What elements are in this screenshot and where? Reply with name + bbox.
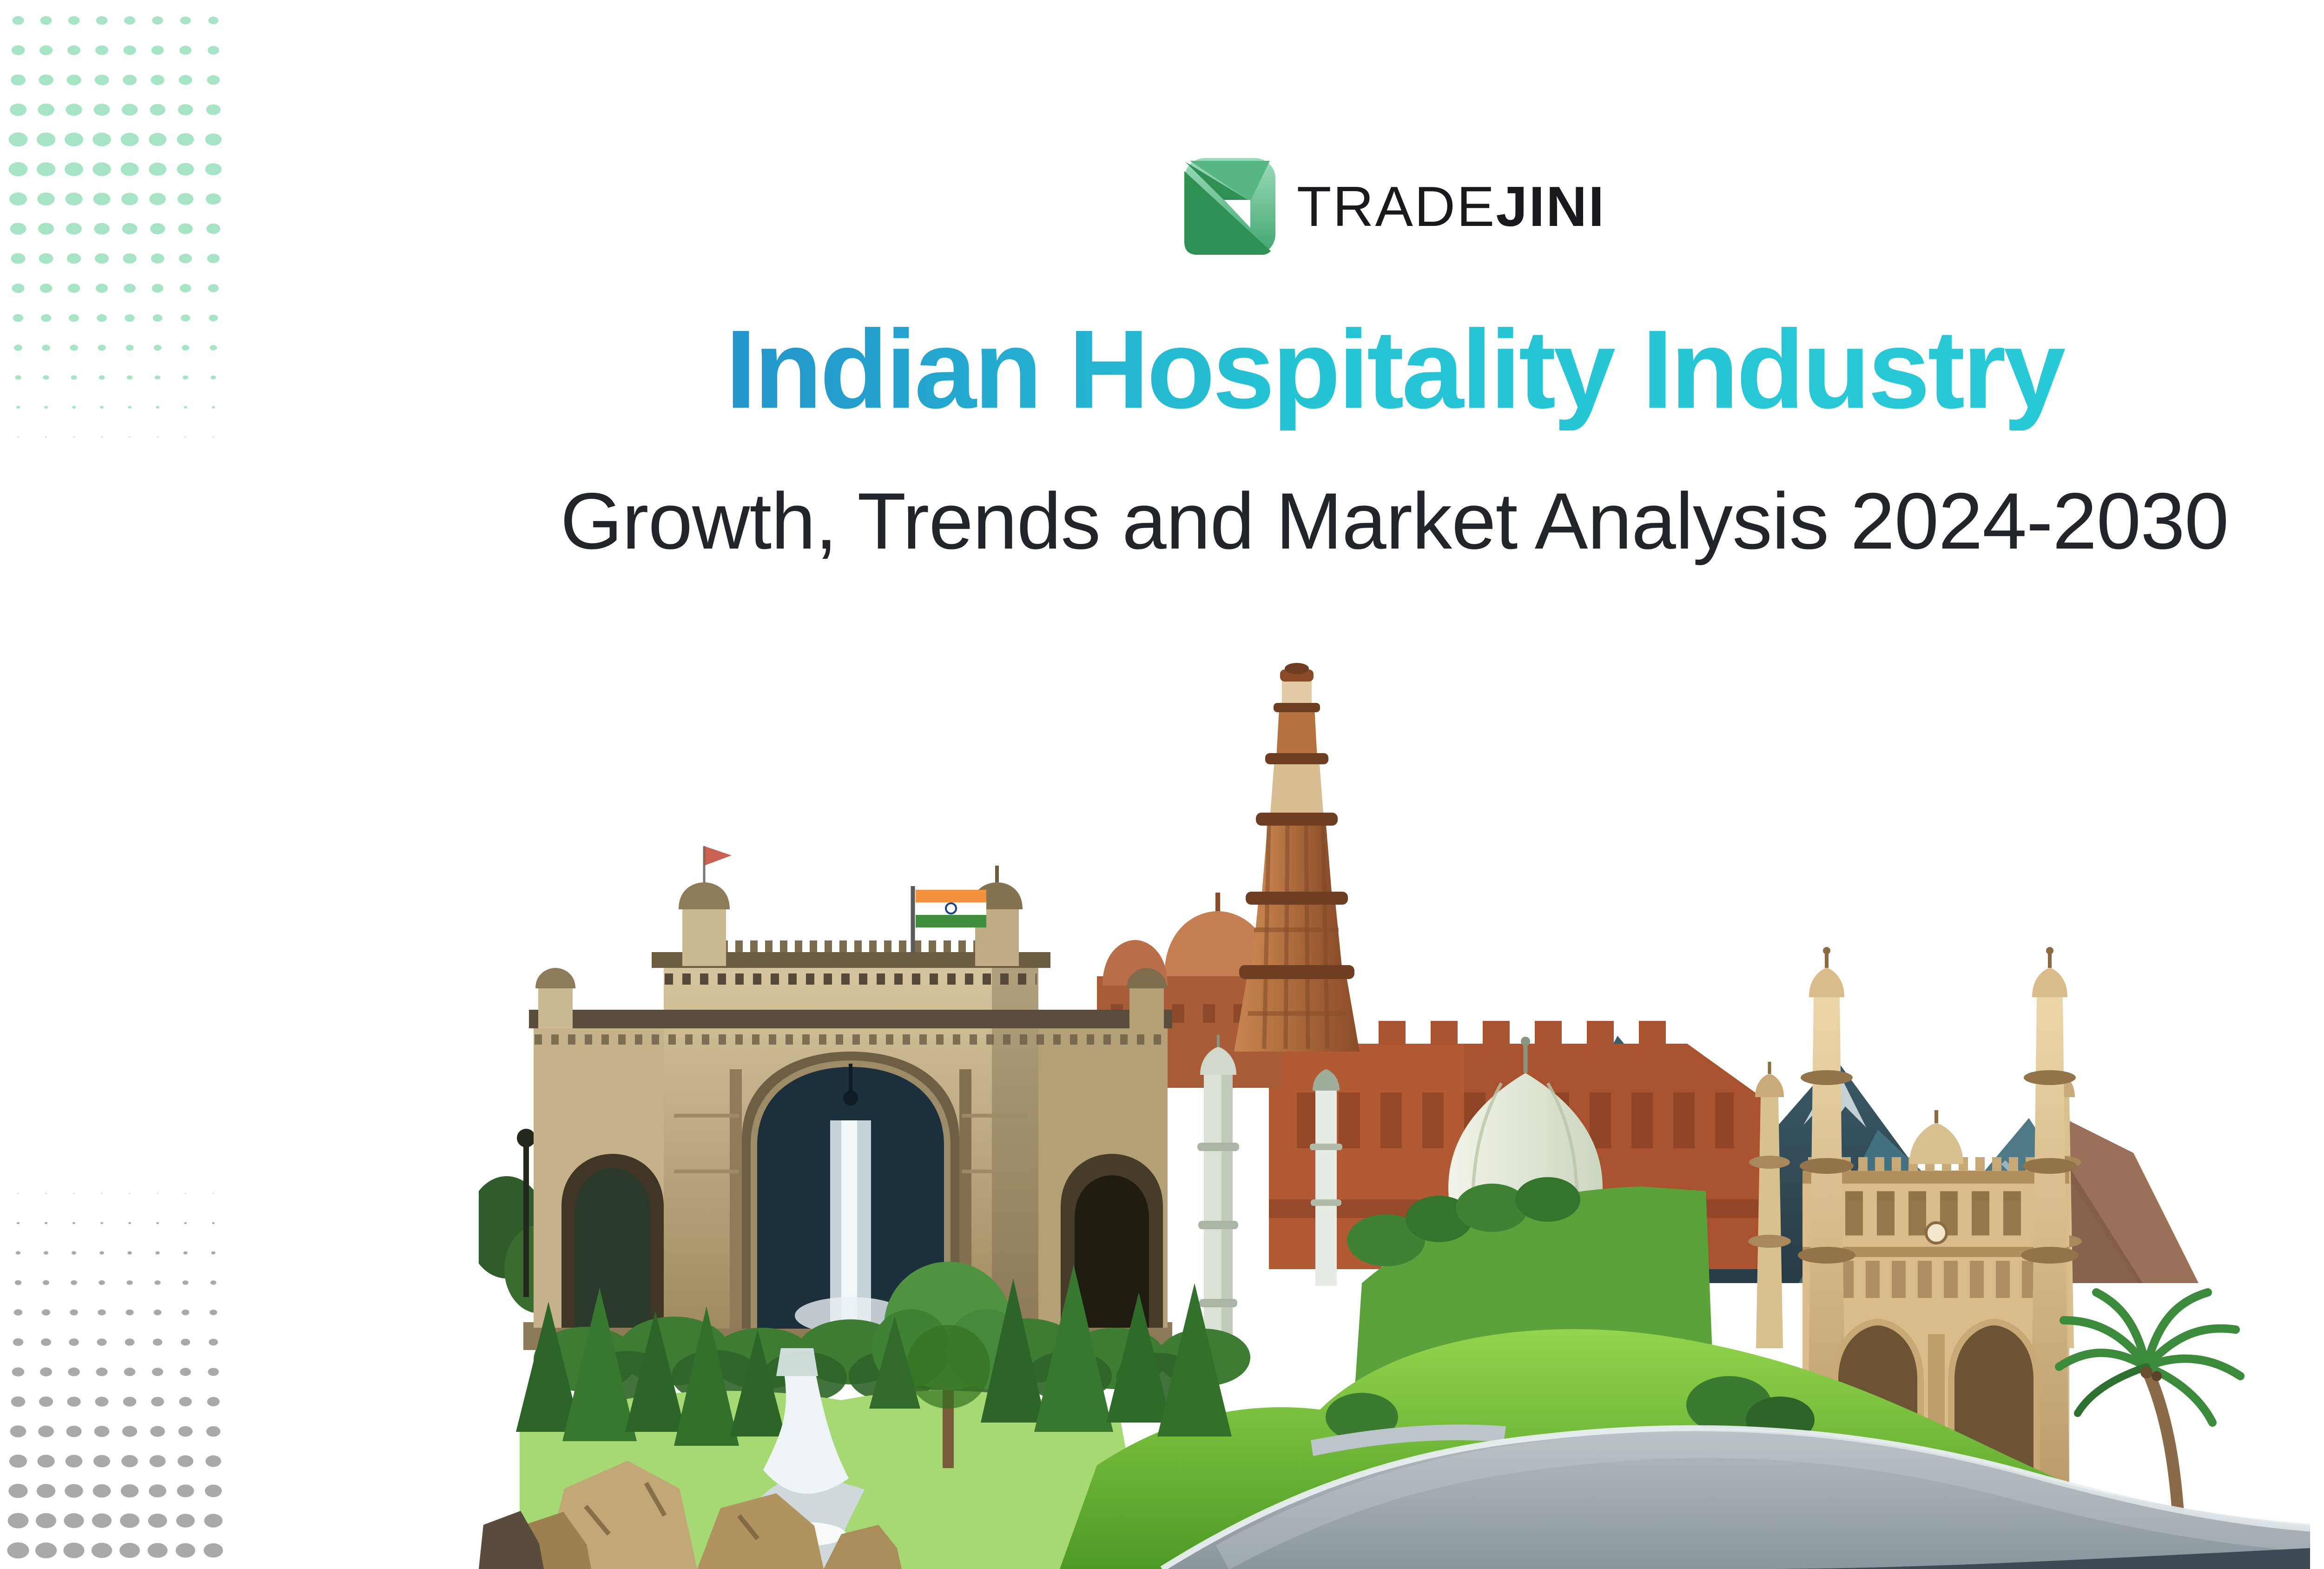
brand-name-regular: TRADE: [1296, 175, 1496, 238]
white-minarets: [1197, 1035, 1342, 1372]
palm-tree: [2055, 1288, 2245, 1520]
india-monuments-collage: [479, 663, 2310, 1569]
page-title: Indian Hospitality Industry: [0, 308, 2324, 430]
dot-pattern-bottom-left: [7, 1193, 223, 1559]
brand-logo: TRADEJINI: [0, 157, 2324, 256]
winding-road: [1160, 1424, 2310, 1569]
brand-name-bold: JINI: [1496, 175, 1606, 238]
red-pennant: [703, 846, 732, 882]
qutub-minar: [1234, 663, 1360, 1052]
tradejini-logo-icon: [1184, 158, 1275, 255]
dot-pattern-top-left: [8, 16, 222, 438]
brand-wordmark: TRADEJINI: [1297, 174, 1605, 239]
rocks-and-waterfall: [479, 1348, 902, 1569]
indian-flag: [911, 886, 986, 953]
page-subtitle: Growth, Trends and Market Analysis 2024-…: [560, 477, 2229, 566]
lamppost: [523, 1144, 529, 1297]
